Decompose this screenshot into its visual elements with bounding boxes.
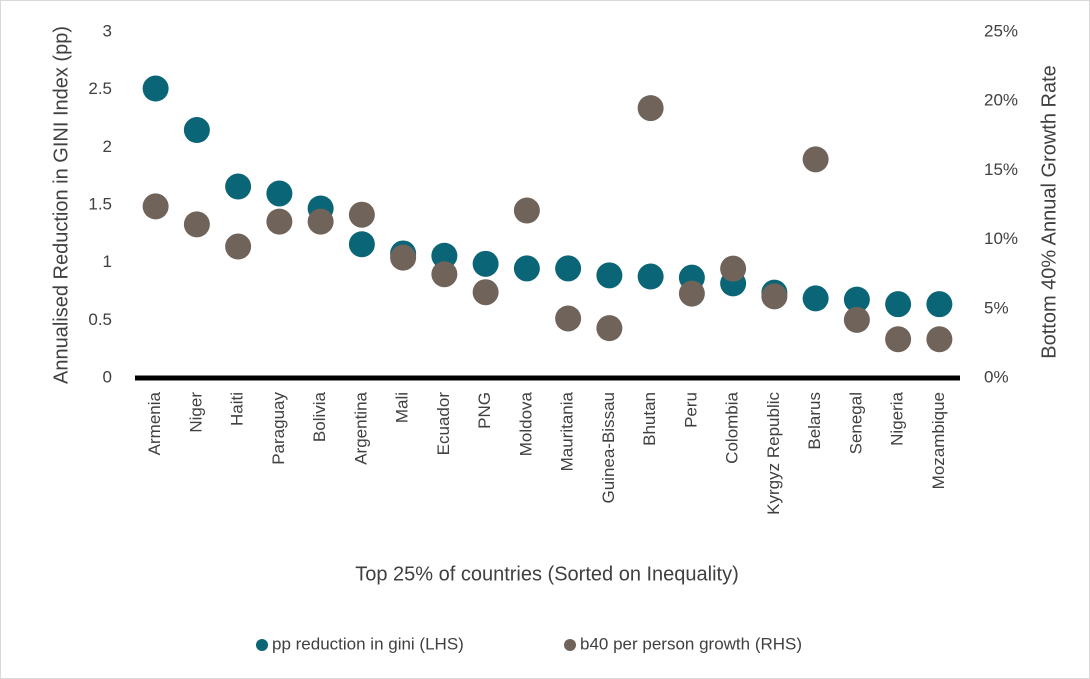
marker [183, 117, 210, 144]
marker [720, 255, 747, 282]
marker [225, 173, 252, 200]
y-axis-title: Annualised Reduction in GINI Index (pp) [50, 26, 72, 384]
y-tick-label: 2 [103, 137, 112, 156]
x-tick-label: Argentina [351, 391, 370, 464]
marker [390, 244, 417, 271]
x-tick-label: Belarus [805, 392, 824, 450]
marker [225, 233, 252, 260]
marker [266, 208, 293, 235]
x-tick-label: Nigeria [888, 391, 907, 445]
marker [142, 75, 169, 102]
y2-axis-title: Bottom 40% Annual Growth Rate [1038, 65, 1060, 359]
marker [885, 291, 912, 318]
y-tick-label: 1.5 [88, 194, 112, 213]
marker [802, 285, 829, 312]
x-tick-label: Ecuador [434, 392, 453, 456]
marker [348, 201, 375, 228]
marker [555, 305, 582, 332]
y-tick-label: 0.5 [88, 310, 112, 329]
x-tick-label: Senegal [846, 392, 865, 454]
x-tick-label: Guinea-Bissau [599, 392, 618, 504]
marker [555, 255, 582, 282]
legend-marker [564, 639, 576, 651]
y2-tick-label: 15% [984, 160, 1018, 179]
y2-tick-label: 10% [984, 229, 1018, 248]
x-tick-label: Paraguay [269, 392, 288, 465]
y-tick-label: 3 [103, 21, 112, 40]
y-tick-label: 1 [103, 252, 112, 271]
x-tick-label: Bhutan [640, 392, 659, 446]
x-tick-label: PNG [475, 392, 494, 429]
marker [926, 326, 953, 353]
marker [678, 280, 705, 307]
y-tick-label: 2.5 [88, 79, 112, 98]
y2-tick-label: 5% [984, 298, 1009, 317]
marker [637, 95, 664, 122]
marker [472, 250, 499, 277]
marker [431, 242, 458, 269]
marker [596, 315, 623, 342]
marker [802, 146, 829, 173]
x-tick-label: Colombia [723, 391, 742, 463]
x-tick-label: Moldova [516, 391, 535, 456]
marker [637, 263, 664, 290]
x-tick-label: Mozambique [929, 392, 948, 489]
marker [266, 180, 293, 207]
marker [843, 306, 870, 333]
marker [183, 211, 210, 238]
legend-label: pp reduction in gini (LHS) [272, 634, 464, 653]
marker [843, 286, 870, 313]
legend-marker [256, 639, 268, 651]
marker [885, 326, 912, 353]
x-tick-label: Armenia [145, 391, 164, 455]
x-axis-title: Top 25% of countries (Sorted on Inequali… [355, 563, 739, 585]
marker [431, 261, 458, 288]
x-tick-label: Niger [186, 392, 205, 433]
marker [307, 208, 334, 235]
marker [472, 279, 499, 306]
marker [513, 255, 540, 282]
y2-tick-label: 25% [984, 21, 1018, 40]
x-tick-label: Mali [393, 392, 412, 423]
x-tick-label: Kyrgyz Republic [764, 392, 783, 515]
marker [348, 231, 375, 258]
marker [513, 197, 540, 224]
x-tick-label: Bolivia [310, 391, 329, 442]
y2-tick-label: 20% [984, 91, 1018, 110]
marker [596, 262, 623, 289]
legend-label: b40 per person growth (RHS) [580, 634, 802, 653]
x-tick-label: Peru [681, 392, 700, 428]
y2-tick-label: 0% [984, 367, 1009, 386]
marker [142, 193, 169, 220]
marker [761, 283, 788, 310]
x-tick-label: Haiti [228, 392, 247, 426]
x-tick-label: Mauritania [558, 391, 577, 471]
y-tick-label: 0 [103, 367, 112, 386]
marker [926, 291, 953, 318]
